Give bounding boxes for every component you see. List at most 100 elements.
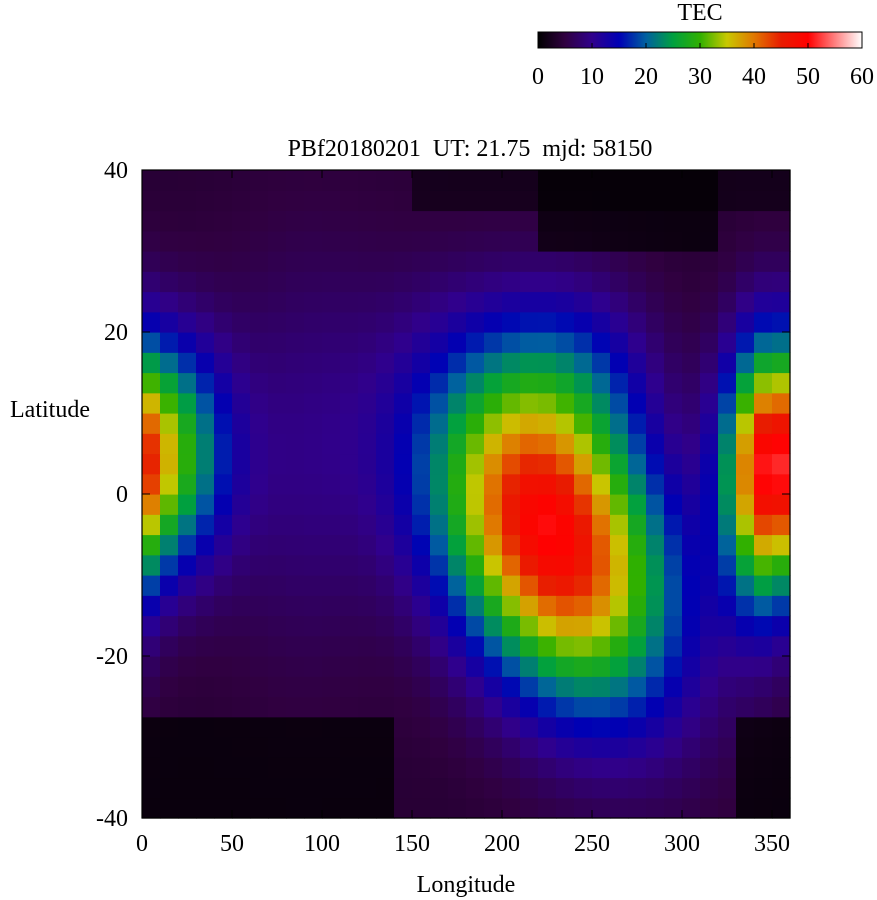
heatmap-cell xyxy=(682,372,701,394)
heatmap-cell xyxy=(736,696,755,718)
chart-title: PBf20180201 UT: 21.75 mjd: 58150 xyxy=(288,136,653,162)
heatmap-cell xyxy=(142,554,161,576)
heatmap-cell xyxy=(394,514,413,536)
heatmap-cell xyxy=(304,372,323,394)
heatmap-cell xyxy=(628,777,647,799)
heatmap-cell xyxy=(160,372,179,394)
heatmap-cell xyxy=(682,190,701,212)
heatmap-cell xyxy=(178,190,197,212)
heatmap-cell xyxy=(556,777,575,799)
heatmap-cell xyxy=(718,676,737,698)
heatmap-cell xyxy=(754,777,773,799)
heatmap-cell xyxy=(412,352,431,374)
heatmap-cell xyxy=(574,352,593,374)
heatmap-cell xyxy=(394,372,413,394)
heatmap-cell xyxy=(556,575,575,596)
heatmap-cell xyxy=(250,190,269,212)
heatmap-cell xyxy=(268,595,287,617)
heatmap-cell xyxy=(664,291,683,313)
heatmap-cell xyxy=(520,777,539,799)
heatmap-cell xyxy=(340,635,359,657)
heatmap-cell xyxy=(430,595,449,617)
heatmap-cell xyxy=(628,575,647,596)
heatmap-cell xyxy=(646,271,665,293)
heatmap-cell xyxy=(538,797,557,819)
heatmap-cell xyxy=(556,696,575,718)
heatmap-cell xyxy=(520,251,539,272)
heatmap-cell xyxy=(268,696,287,718)
heatmap-cell xyxy=(592,433,611,455)
heatmap-cell xyxy=(196,676,215,698)
heatmap-cell xyxy=(142,615,161,637)
heatmap-cell xyxy=(160,737,179,758)
heatmap-cell xyxy=(214,534,233,556)
heatmap-cell xyxy=(358,494,377,515)
heatmap-cell xyxy=(322,554,341,576)
heatmap-cell xyxy=(538,190,557,212)
heatmap-cell xyxy=(358,473,377,495)
heatmap-cell xyxy=(754,251,773,272)
heatmap-cell xyxy=(700,433,719,455)
heatmap-cell xyxy=(142,332,161,353)
heatmap-cell xyxy=(628,696,647,718)
heatmap-cell xyxy=(394,210,413,232)
heatmap-cell xyxy=(322,777,341,799)
heatmap-cell xyxy=(322,210,341,232)
heatmap-cell xyxy=(628,392,647,414)
heatmap-cell xyxy=(286,372,305,394)
heatmap-cell xyxy=(448,473,467,495)
heatmap-cell xyxy=(178,332,197,353)
x-tick-label: 200 xyxy=(484,831,520,857)
heatmap-cell xyxy=(538,230,557,252)
heatmap-cell xyxy=(520,797,539,819)
heatmap-cell xyxy=(214,271,233,293)
heatmap-cell xyxy=(772,311,791,333)
heatmap-cell xyxy=(160,230,179,252)
heatmap-cell xyxy=(376,716,395,738)
heatmap-cell xyxy=(268,676,287,698)
heatmap-cell xyxy=(484,534,503,556)
colorbar-tick-label: 40 xyxy=(742,64,766,90)
heatmap-cell xyxy=(340,170,359,191)
heatmap-cell xyxy=(340,453,359,475)
heatmap-cell xyxy=(322,656,341,677)
heatmap-cell xyxy=(772,575,791,596)
heatmap-cell xyxy=(556,413,575,434)
heatmap-cell xyxy=(232,372,251,394)
heatmap-cell xyxy=(322,190,341,212)
heatmap-cell xyxy=(574,696,593,718)
heatmap-cell xyxy=(376,696,395,718)
heatmap-cell xyxy=(700,473,719,495)
heatmap-cell xyxy=(196,453,215,475)
heatmap-cell xyxy=(484,170,503,191)
heatmap-cell xyxy=(214,615,233,637)
heatmap-cell xyxy=(142,575,161,596)
heatmap-cell xyxy=(556,797,575,819)
heatmap-cell xyxy=(646,777,665,799)
heatmap-cell xyxy=(592,230,611,252)
heatmap-cell xyxy=(718,372,737,394)
heatmap-cell xyxy=(286,757,305,779)
heatmap-cell xyxy=(610,170,629,191)
heatmap-cell xyxy=(448,797,467,819)
heatmap-cell xyxy=(214,757,233,779)
heatmap-cell xyxy=(322,716,341,738)
heatmap-cell xyxy=(286,413,305,434)
heatmap-cell xyxy=(412,433,431,455)
heatmap-cell xyxy=(556,514,575,536)
heatmap-cell xyxy=(250,494,269,515)
heatmap-cell xyxy=(592,291,611,313)
heatmap-cell xyxy=(736,514,755,536)
heatmap-cell xyxy=(502,494,521,515)
heatmap-cell xyxy=(592,554,611,576)
heatmap-cell xyxy=(466,291,485,313)
heatmap-cell xyxy=(772,251,791,272)
heatmap-cell xyxy=(484,797,503,819)
heatmap-cell xyxy=(484,777,503,799)
heatmap-cell xyxy=(700,797,719,819)
heatmap-cell xyxy=(178,777,197,799)
heatmap-cell xyxy=(502,716,521,738)
heatmap-cell xyxy=(448,757,467,779)
heatmap-cell xyxy=(286,453,305,475)
heatmap-cell xyxy=(160,797,179,819)
